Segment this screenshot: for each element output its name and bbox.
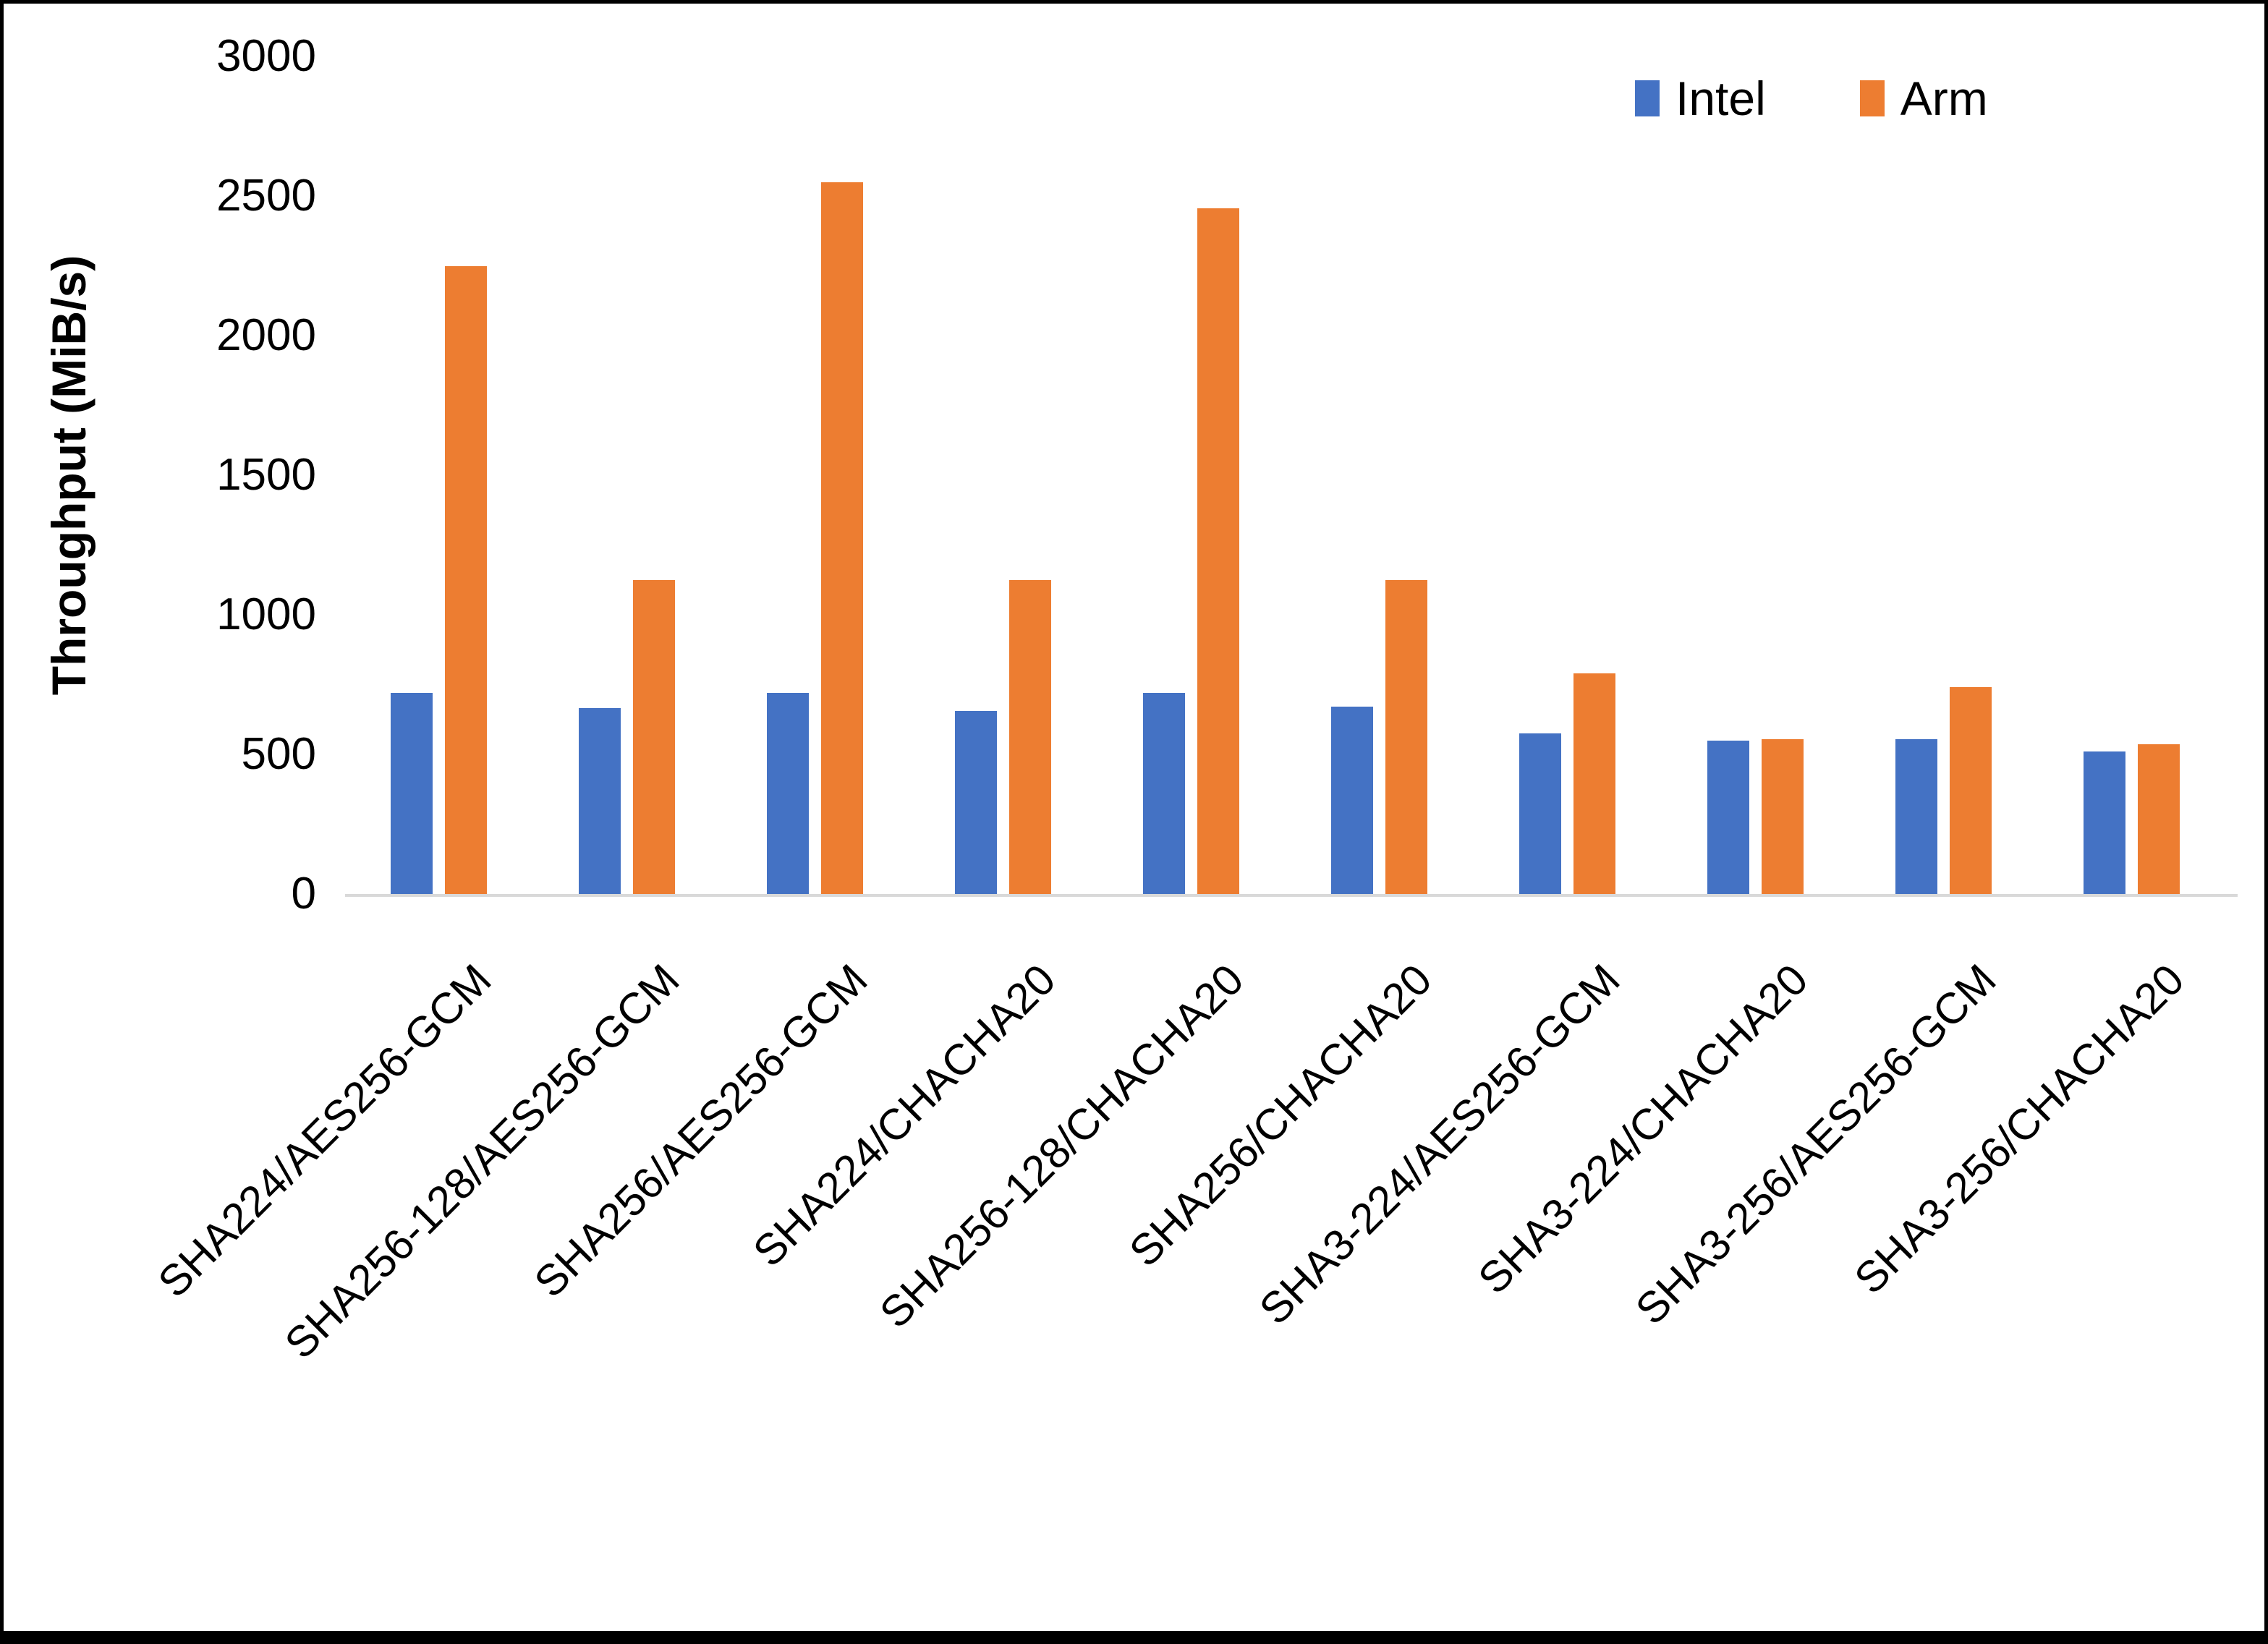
legend-label-arm: Arm [1900,72,1988,125]
bar-intel [1519,733,1561,894]
bar-intel [391,693,433,894]
bar-arm [633,579,675,894]
y-tick-label: 2500 [216,171,316,221]
bar-intel [1331,707,1373,894]
legend: Intel Arm [1635,73,1988,124]
bar-intel [1143,693,1185,894]
bar-arm [1197,208,1239,894]
bar-intel [767,693,809,894]
legend-item-arm: Arm [1859,72,1988,125]
bar-arm [2138,744,2180,894]
bar-arm [1762,738,1804,894]
y-tick-label: 1000 [216,589,316,639]
bar-intel [1707,740,1749,894]
legend-item-intel: Intel [1635,73,1766,124]
y-tick-label: 0 [291,869,316,919]
bar-intel [1895,738,1937,894]
bar-intel [955,711,997,894]
legend-label-intel: Intel [1675,72,1766,125]
bar-arm [821,182,863,894]
bar-arm [1385,579,1427,894]
y-tick-label: 500 [241,729,316,779]
bar-intel [579,708,621,894]
arm-legend-swatch-icon [1859,80,1885,116]
y-tick-label: 2000 [216,310,316,360]
bar-arm [1009,579,1051,894]
y-tick-label: 1500 [216,450,316,500]
y-tick-label: 3000 [216,31,316,81]
x-axis-line [345,894,2238,897]
y-axis-title: Throughput (MiB/s) [42,255,95,696]
bar-arm [1950,687,1992,894]
bar-arm [1573,673,1615,894]
bar-arm [445,265,487,894]
bar-intel [2084,751,2125,894]
intel-legend-swatch-icon [1635,80,1660,116]
